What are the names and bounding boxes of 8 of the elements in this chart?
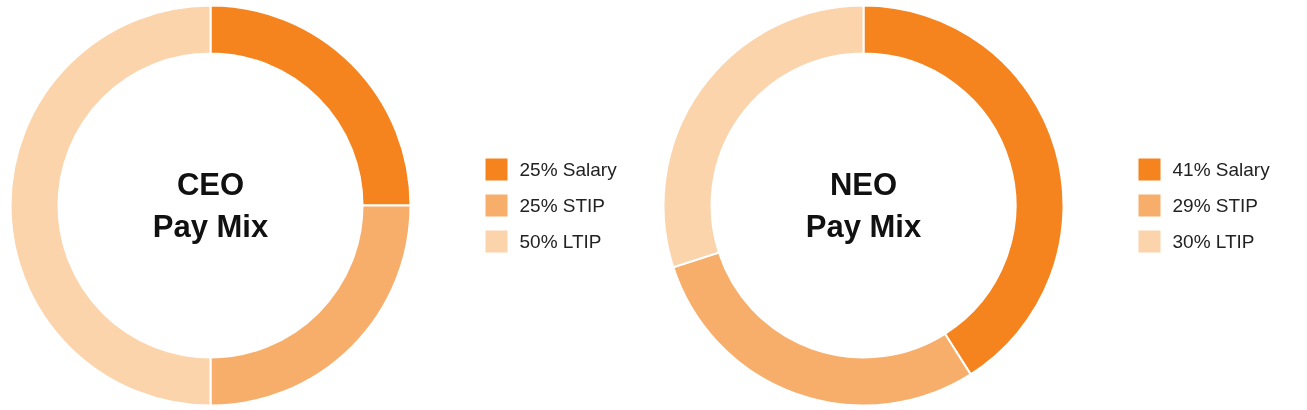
legend-label: 29% STIP bbox=[1172, 195, 1259, 216]
legend-label: 25% STIP bbox=[519, 195, 606, 216]
text: CEO Pay Mix bbox=[152, 167, 269, 244]
legend-label: 25% Salary bbox=[519, 159, 618, 180]
legend-label: 50% LTIP bbox=[519, 231, 602, 252]
legend-label: 30% LTIP bbox=[1172, 231, 1255, 252]
text: NEO Pay Mix bbox=[805, 167, 922, 244]
legend-label: 41% Salary bbox=[1172, 159, 1271, 180]
